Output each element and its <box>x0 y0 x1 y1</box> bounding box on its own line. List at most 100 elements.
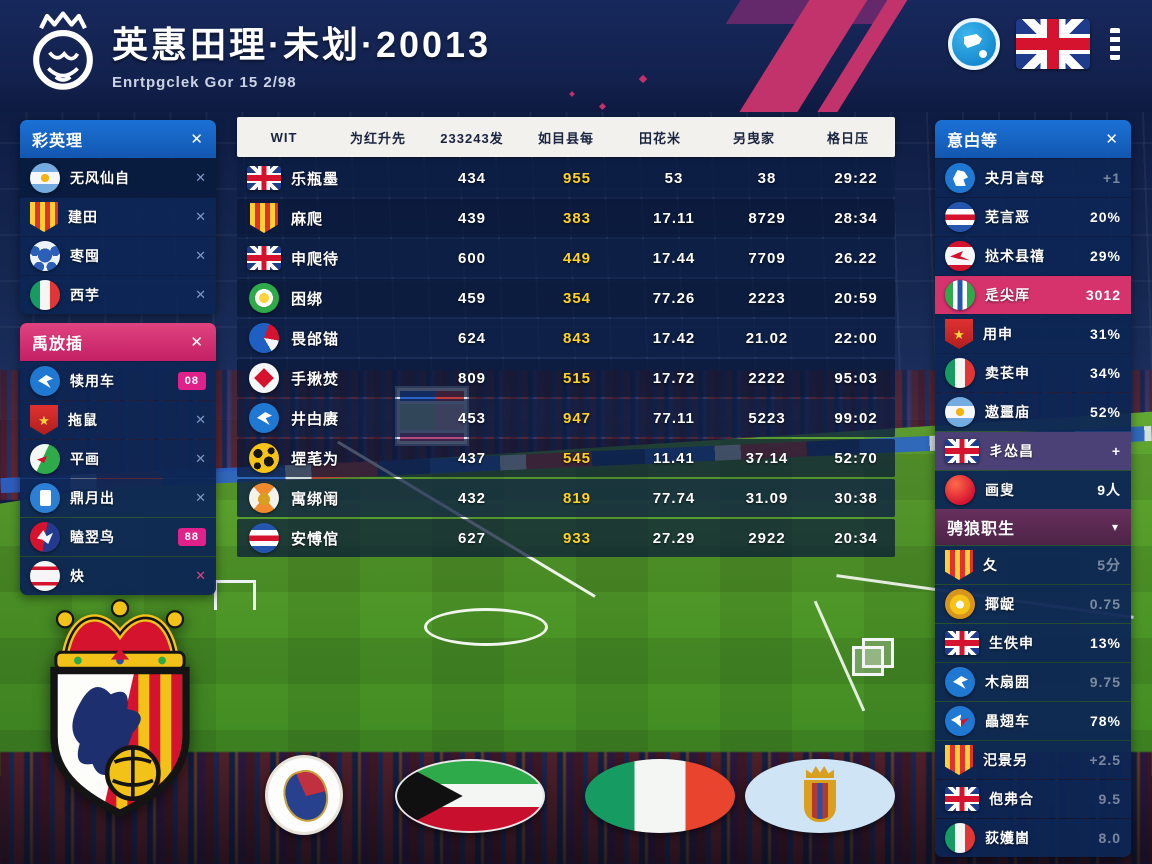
odds-list-item[interactable]: 佨弗合 9.5 <box>935 780 1131 818</box>
sidebar-item[interactable]: 西芋 ✕ <box>20 276 216 314</box>
remove-icon[interactable]: ✕ <box>195 287 206 302</box>
column-header: 田花米 <box>638 130 681 146</box>
stat-value: 17.72 <box>652 369 696 387</box>
close-icon[interactable]: ✕ <box>1105 131 1119 148</box>
sidebar-item-label: 拖鼠 <box>68 412 98 428</box>
odds-list-item[interactable]: 芜言恶 20% <box>935 198 1131 236</box>
sidebar-item[interactable]: 建田 ✕ <box>20 198 216 236</box>
stat-value: 37.14 <box>745 449 789 467</box>
odds-item-value: 78% <box>1089 713 1121 729</box>
close-icon[interactable]: ✕ <box>190 334 204 351</box>
stat-value: 8729 <box>748 209 786 227</box>
team-icon-cell <box>237 283 291 313</box>
odds-item-label: 挞术县禧 <box>985 248 1045 264</box>
stat-value: 20:34 <box>834 529 878 547</box>
lion-crown-logo <box>33 11 93 90</box>
stat-value: 99:02 <box>834 409 878 427</box>
table-row[interactable]: 寓绑闱 432 819 77.74 31.09 30:38 <box>237 479 895 517</box>
sidebar-item[interactable]: 鼎月出 ✕ <box>20 479 216 517</box>
stat-value: 28:34 <box>834 209 878 227</box>
crest-stripes-icon <box>250 203 278 233</box>
stat-value: 2922 <box>748 529 786 547</box>
remove-icon[interactable]: ✕ <box>195 248 206 263</box>
remove-icon[interactable]: ✕ <box>195 170 206 185</box>
odds-list-item[interactable]: 汜景另 +2.5 <box>935 741 1131 779</box>
sidebar-item[interactable]: 枣囤 ✕ <box>20 237 216 275</box>
pitch-penalty-line <box>813 600 866 712</box>
odds-list-item[interactable]: 生佚申 13% <box>935 624 1131 662</box>
goal-frame <box>214 580 256 610</box>
yellow-ball-icon <box>249 443 279 473</box>
stat-value: 7709 <box>748 249 786 267</box>
right-panel-subheader[interactable]: 骋狼职生 ▾ <box>935 509 1131 545</box>
odds-list-item[interactable]: ★ 用申 31% <box>935 315 1131 353</box>
remove-icon[interactable]: ✕ <box>195 490 206 505</box>
odds-list-item[interactable]: 挞术县禧 29% <box>935 237 1131 275</box>
sidebar-item[interactable]: 无风仙自 ✕ <box>20 159 216 197</box>
left-panel-1-title: 彩英理 <box>32 133 84 150</box>
trophy-badge-icon <box>249 483 279 513</box>
stat-value: 515 <box>562 369 592 387</box>
sidebar-item[interactable]: 平画 ✕ <box>20 440 216 478</box>
remove-icon[interactable]: ✕ <box>195 209 206 224</box>
odds-list-item[interactable]: 荻嬳崮 8.0 <box>935 819 1131 857</box>
remove-icon[interactable]: ✕ <box>195 412 206 427</box>
odds-list-item[interactable]: 丯怂昌 + <box>935 432 1131 470</box>
remove-icon[interactable]: ✕ <box>195 451 206 466</box>
odds-list-item[interactable]: 揶龊 0.75 <box>935 585 1131 623</box>
remove-icon[interactable]: ✕ <box>195 568 206 583</box>
odds-item-label: 生佚申 <box>989 635 1034 651</box>
odds-list-item[interactable]: 画叟 9人 <box>935 471 1131 509</box>
odds-item-value: 0.75 <box>1089 596 1121 612</box>
odds-list-item[interactable]: 畾翅车 78% <box>935 702 1131 740</box>
odds-list-item[interactable]: 卖苌申 34% <box>935 354 1131 392</box>
odds-list-item[interactable]: 木扇囲 9.75 <box>935 663 1131 701</box>
blue-eagle-icon <box>945 706 975 736</box>
red-diamond-icon <box>249 363 279 393</box>
right-panel-title: 意甴等 <box>947 133 999 150</box>
table-row[interactable]: 畏邰锚 624 843 17.42 21.02 22:00 <box>237 319 895 357</box>
stat-value: 38 <box>757 169 777 187</box>
odds-item-label: 辵尖厍 <box>985 287 1030 303</box>
stat-value: 77.26 <box>652 289 696 307</box>
right-panel-subtitle: 骋狼职生 <box>947 521 1016 538</box>
odds-list-item[interactable]: 遨噩庙 52% <box>935 393 1131 431</box>
close-icon[interactable]: ✕ <box>190 131 204 148</box>
sidebar-item[interactable]: 犊用车 08 <box>20 362 216 400</box>
odds-list-item[interactable]: 夬月言母 +1 <box>935 159 1131 197</box>
odds-item-value: 13% <box>1089 635 1121 651</box>
stat-value: 2222 <box>748 369 786 387</box>
decor-speck <box>569 91 575 97</box>
sidebar-item[interactable]: 炔 ✕ <box>20 557 216 595</box>
table-row[interactable]: 安愽倌 627 933 27.29 2922 20:34 <box>237 519 895 557</box>
odds-item-value: 9.5 <box>1098 791 1121 807</box>
uk-big-icon <box>1016 19 1090 69</box>
royal-blue-icon[interactable] <box>745 759 895 833</box>
italy-rect-icon[interactable] <box>585 759 735 833</box>
odds-list-item[interactable]: 辵尖厍 3012 <box>935 276 1131 314</box>
odds-list-item[interactable]: 夂 5分 <box>935 546 1131 584</box>
stat-value: 627 <box>457 529 487 547</box>
table-row[interactable]: 乐瓶墨 434 955 53 38 29:22 <box>237 159 895 197</box>
odds-item-value: 5分 <box>1097 557 1121 573</box>
table-row[interactable]: 困绑 459 354 77.26 2223 20:59 <box>237 279 895 317</box>
italy-icon <box>30 280 60 310</box>
table-row[interactable]: 麻爬 439 383 17.11 8729 28:34 <box>237 199 895 237</box>
uk-icon <box>247 166 281 190</box>
kuwait-icon[interactable] <box>395 759 545 833</box>
stat-value: 77.74 <box>652 489 696 507</box>
table-row[interactable]: 井甴赓 453 947 77.11 5223 99:02 <box>237 399 895 437</box>
stat-value: 77.11 <box>653 409 695 427</box>
sidebar-item[interactable]: ★ 拖鼠 ✕ <box>20 401 216 439</box>
table-row[interactable]: 手揪焚 809 515 17.72 2222 95:03 <box>237 359 895 397</box>
table-row[interactable]: 申爬待 600 449 17.44 7709 26.22 <box>237 239 895 277</box>
stat-value: 449 <box>562 249 592 267</box>
table-row[interactable]: 堽芼为 437 545 11.41 37.14 52:70 <box>237 439 895 477</box>
sidebar-item[interactable]: 瞌翌鸟 88 <box>20 518 216 556</box>
sidebar-item-label: 西芋 <box>70 287 100 303</box>
stat-value: 933 <box>562 529 592 547</box>
oval-crest-icon[interactable] <box>265 755 343 835</box>
team-name: 手揪焚 <box>291 370 340 388</box>
column-header: 233243发 <box>440 130 504 146</box>
argentina-icon <box>945 397 975 427</box>
